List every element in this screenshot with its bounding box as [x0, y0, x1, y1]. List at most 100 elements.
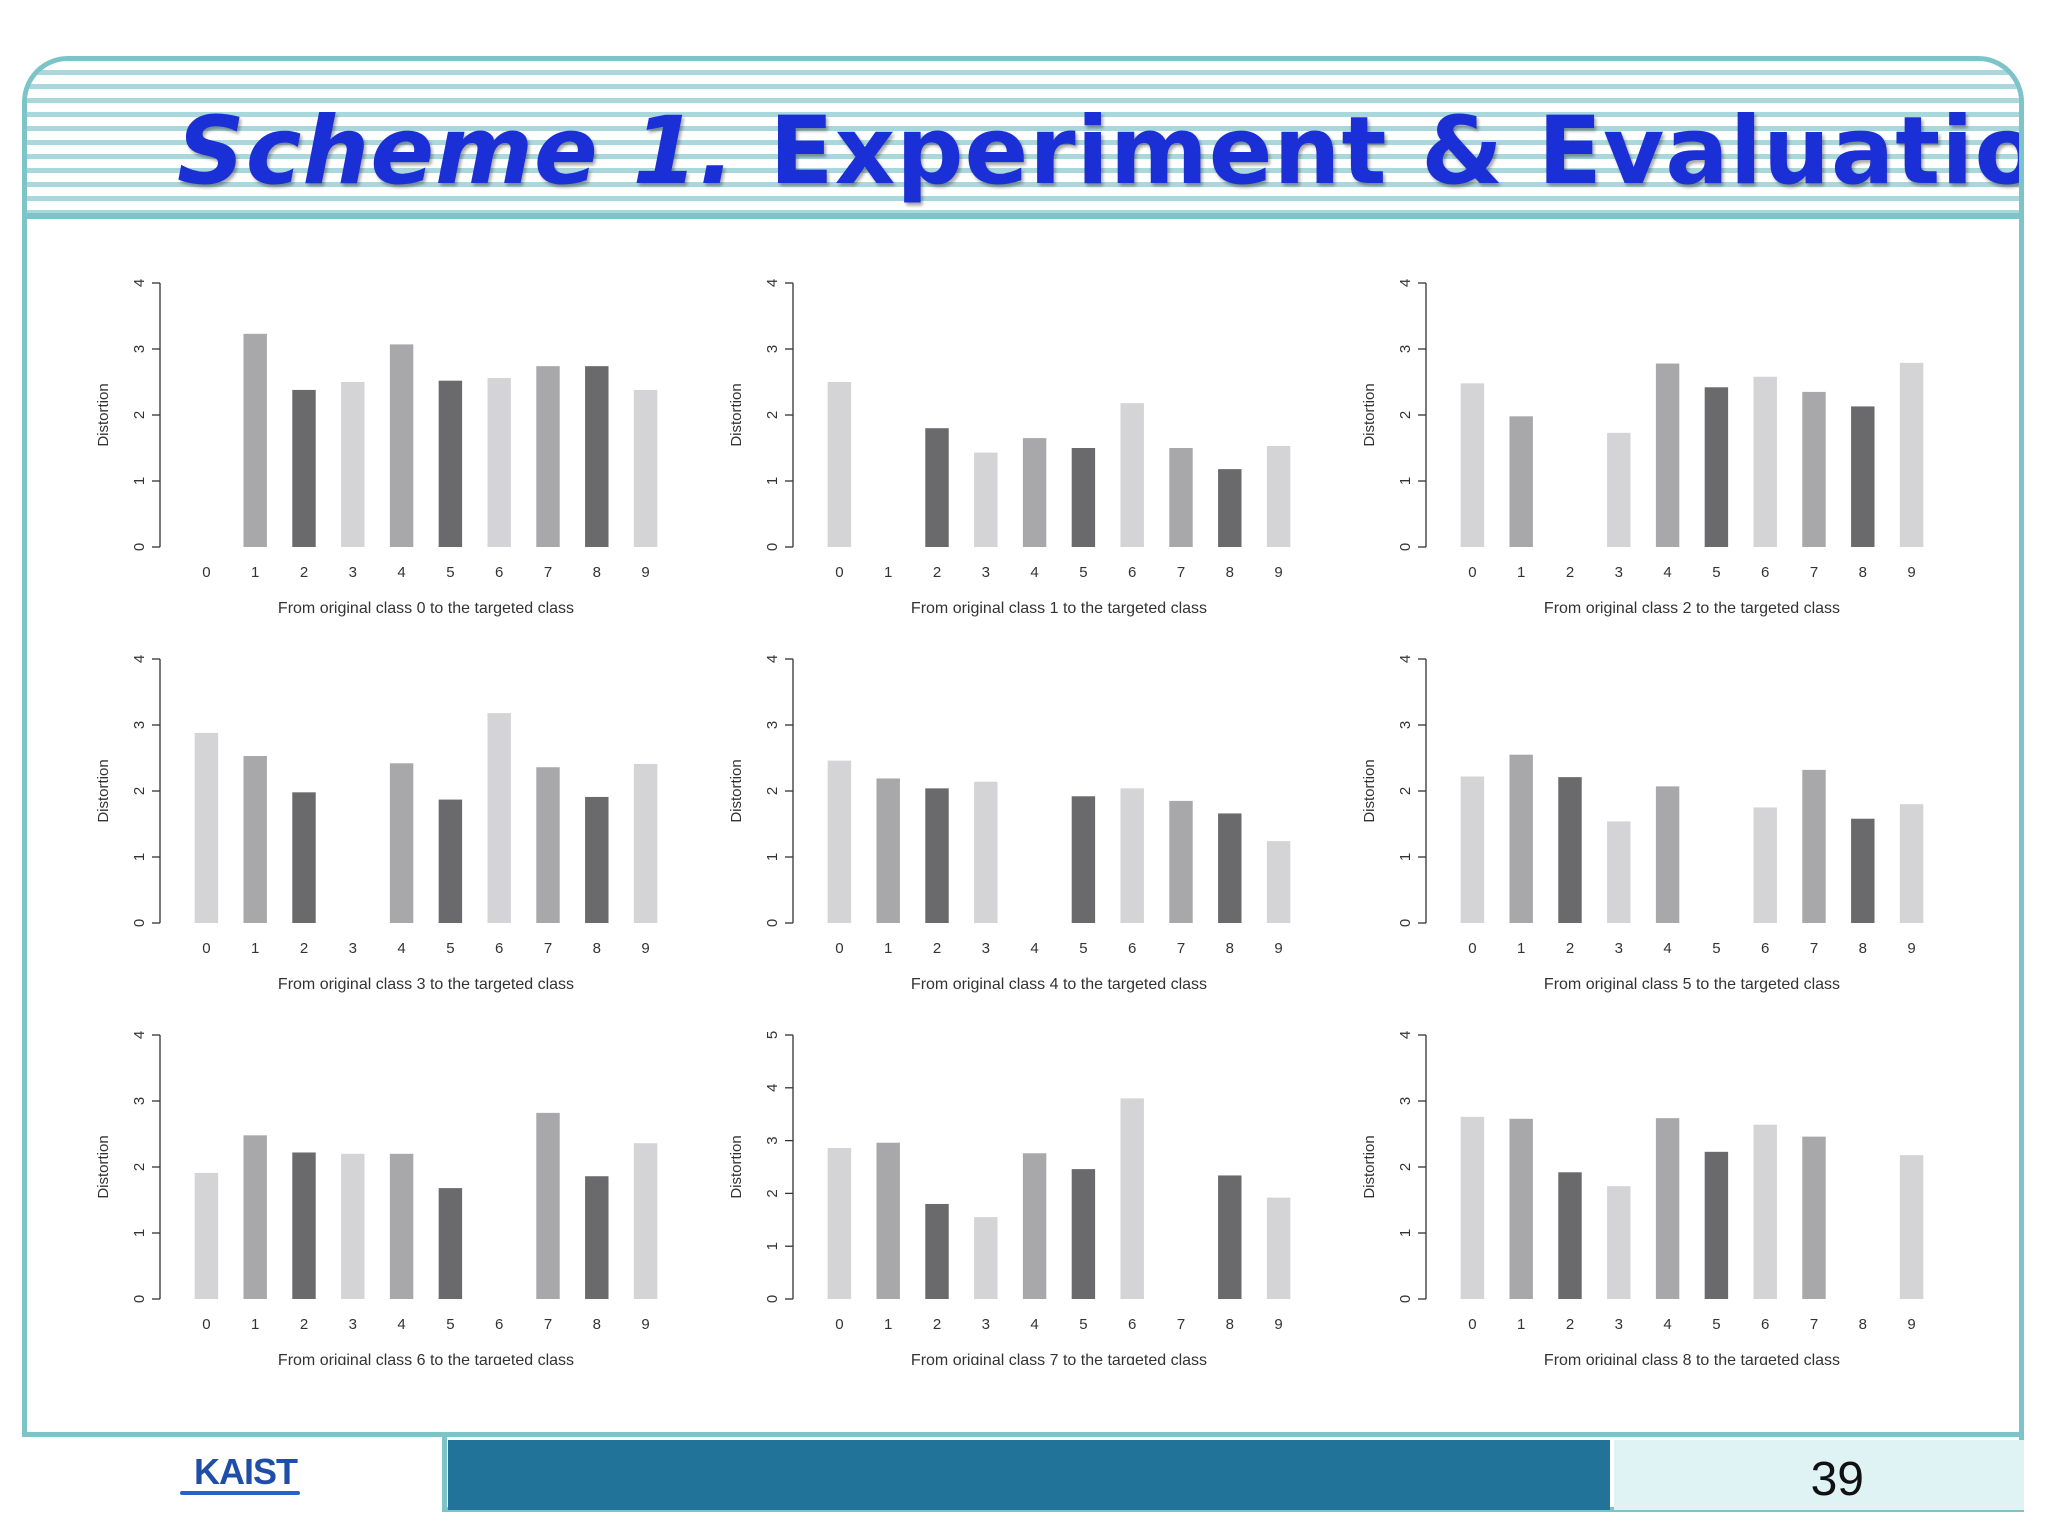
y-tick-label: 4: [764, 279, 781, 287]
x-tick-label: 3: [982, 940, 990, 957]
bar-5: [1071, 1169, 1096, 1299]
x-tick-label: 6: [495, 940, 503, 957]
bar-9: [633, 389, 658, 547]
y-tick-label: 3: [131, 1097, 148, 1105]
y-tick-label: 2: [764, 411, 781, 419]
bar-4: [1655, 786, 1680, 923]
x-tick-label: 2: [933, 940, 941, 957]
bar-5: [1071, 448, 1096, 547]
x-tick-label: 5: [1079, 1316, 1087, 1333]
y-tick-label: 4: [131, 1031, 148, 1039]
x-tick-label: 1: [1517, 564, 1525, 581]
y-tick-label: 4: [131, 655, 148, 663]
x-tick-label: 3: [1615, 1316, 1623, 1333]
x-tick-label: 6: [1761, 1316, 1769, 1333]
y-tick-label: 2: [131, 411, 148, 419]
y-tick-label: 1: [131, 477, 148, 485]
bar-0: [194, 1172, 219, 1299]
x-tick-label: 0: [835, 940, 843, 957]
x-axis-label: From original class 1 to the targeted cl…: [911, 600, 1207, 617]
x-tick-label: 5: [1712, 940, 1720, 957]
x-tick-label: 8: [1226, 564, 1234, 581]
bar-5: [1071, 796, 1096, 923]
y-tick-label: 2: [764, 1189, 781, 1197]
x-axis-label: From original class 7 to the targeted cl…: [911, 1352, 1207, 1365]
bar-6: [1753, 807, 1777, 923]
x-tick-label: 9: [1907, 940, 1915, 957]
bar-3: [974, 781, 998, 923]
bar-1: [1509, 754, 1533, 923]
x-tick-label: 2: [300, 940, 308, 957]
x-tick-label: 4: [1663, 564, 1671, 581]
bar-9: [1899, 362, 1924, 547]
x-tick-label: 3: [982, 1316, 990, 1333]
bar-9: [1266, 1197, 1291, 1299]
y-tick-label: 5: [764, 1031, 781, 1039]
x-tick-label: 8: [593, 940, 601, 957]
x-tick-label: 1: [1517, 940, 1525, 957]
x-tick-label: 6: [1761, 564, 1769, 581]
y-axis-label: Distortion: [1361, 759, 1378, 822]
bar-2: [292, 792, 316, 923]
x-tick-label: 7: [544, 1316, 552, 1333]
bar-5: [1704, 1151, 1729, 1299]
y-tick-label: 3: [1397, 1097, 1414, 1105]
x-tick-label: 8: [593, 1316, 601, 1333]
bar-0: [1460, 776, 1485, 923]
chart-panel-6: 0 1 2 3 4 Distortion 0 1 2 3 4 5 6 7 8 9 From original c…: [95, 1031, 658, 1369]
x-tick-label: 3: [1615, 564, 1623, 581]
y-axis-label: Distortion: [95, 383, 112, 446]
x-axis-label: From original class 8 to the targeted cl…: [1544, 1352, 1840, 1365]
bar-0: [827, 760, 852, 923]
x-tick-label: 6: [1128, 564, 1136, 581]
bar-6: [1120, 1098, 1144, 1299]
y-tick-label: 2: [764, 787, 781, 795]
y-tick-label: 0: [1397, 919, 1414, 927]
bar-3: [974, 452, 998, 547]
x-tick-label: 1: [251, 1316, 259, 1333]
x-tick-label: 0: [835, 564, 843, 581]
x-axis-label: From original class 0 to the targeted cl…: [278, 600, 574, 617]
bar-9: [1899, 804, 1924, 923]
y-tick-label: 1: [764, 477, 781, 485]
bar-0: [827, 382, 852, 547]
x-tick-label: 9: [641, 564, 649, 581]
bar-0: [827, 1147, 852, 1299]
bar-8: [585, 1176, 609, 1299]
y-tick-label: 1: [764, 1242, 781, 1250]
chart-panel-4: 0 1 2 3 4 Distortion 0 1 2 3 4 5 6 7 8 9 From original c…: [728, 655, 1291, 993]
bar-7: [1802, 391, 1826, 547]
footer-divider: [22, 1432, 2024, 1437]
chart-panel-2: 0 1 2 3 4 Distortion 0 1 2 3 4 5 6 7 8 9 From original c…: [1361, 279, 1924, 617]
x-tick-label: 7: [1810, 940, 1818, 957]
bar-6: [1120, 403, 1144, 547]
x-axis-label: From original class 3 to the targeted cl…: [278, 976, 574, 993]
chart-panel-8: 0 1 2 3 4 Distortion 0 1 2 3 4 5 6 7 8 9 From original c…: [1361, 1031, 1924, 1369]
x-tick-label: 7: [1177, 1316, 1185, 1333]
bar-1: [243, 756, 267, 923]
bar-4: [1022, 1153, 1047, 1299]
y-axis-label: Distortion: [1361, 383, 1378, 446]
bar-3: [1607, 821, 1631, 923]
x-axis-label: From original class 6 to the targeted cl…: [278, 1352, 574, 1365]
x-tick-label: 1: [884, 564, 892, 581]
x-tick-label: 4: [1030, 1316, 1038, 1333]
bar-5: [1704, 387, 1729, 547]
x-tick-label: 6: [1128, 1316, 1136, 1333]
x-tick-label: 5: [1079, 940, 1087, 957]
chart-panel-1: 0 1 2 3 4 Distortion 0 1 2 3 4 5 6 7 8 9 From original c…: [728, 279, 1291, 617]
bar-4: [1655, 363, 1680, 547]
bar-2: [292, 389, 316, 547]
x-axis-label: From original class 4 to the targeted cl…: [911, 976, 1207, 993]
x-tick-label: 9: [1907, 564, 1915, 581]
y-tick-label: 4: [1397, 279, 1414, 287]
bar-1: [243, 1135, 267, 1299]
x-tick-label: 0: [1468, 940, 1476, 957]
page-number: 39: [1810, 1453, 1864, 1506]
bar-6: [1753, 376, 1777, 547]
bar-4: [389, 763, 414, 923]
bar-5: [438, 380, 463, 547]
bar-0: [194, 732, 219, 923]
x-tick-label: 2: [933, 564, 941, 581]
x-tick-label: 2: [300, 564, 308, 581]
